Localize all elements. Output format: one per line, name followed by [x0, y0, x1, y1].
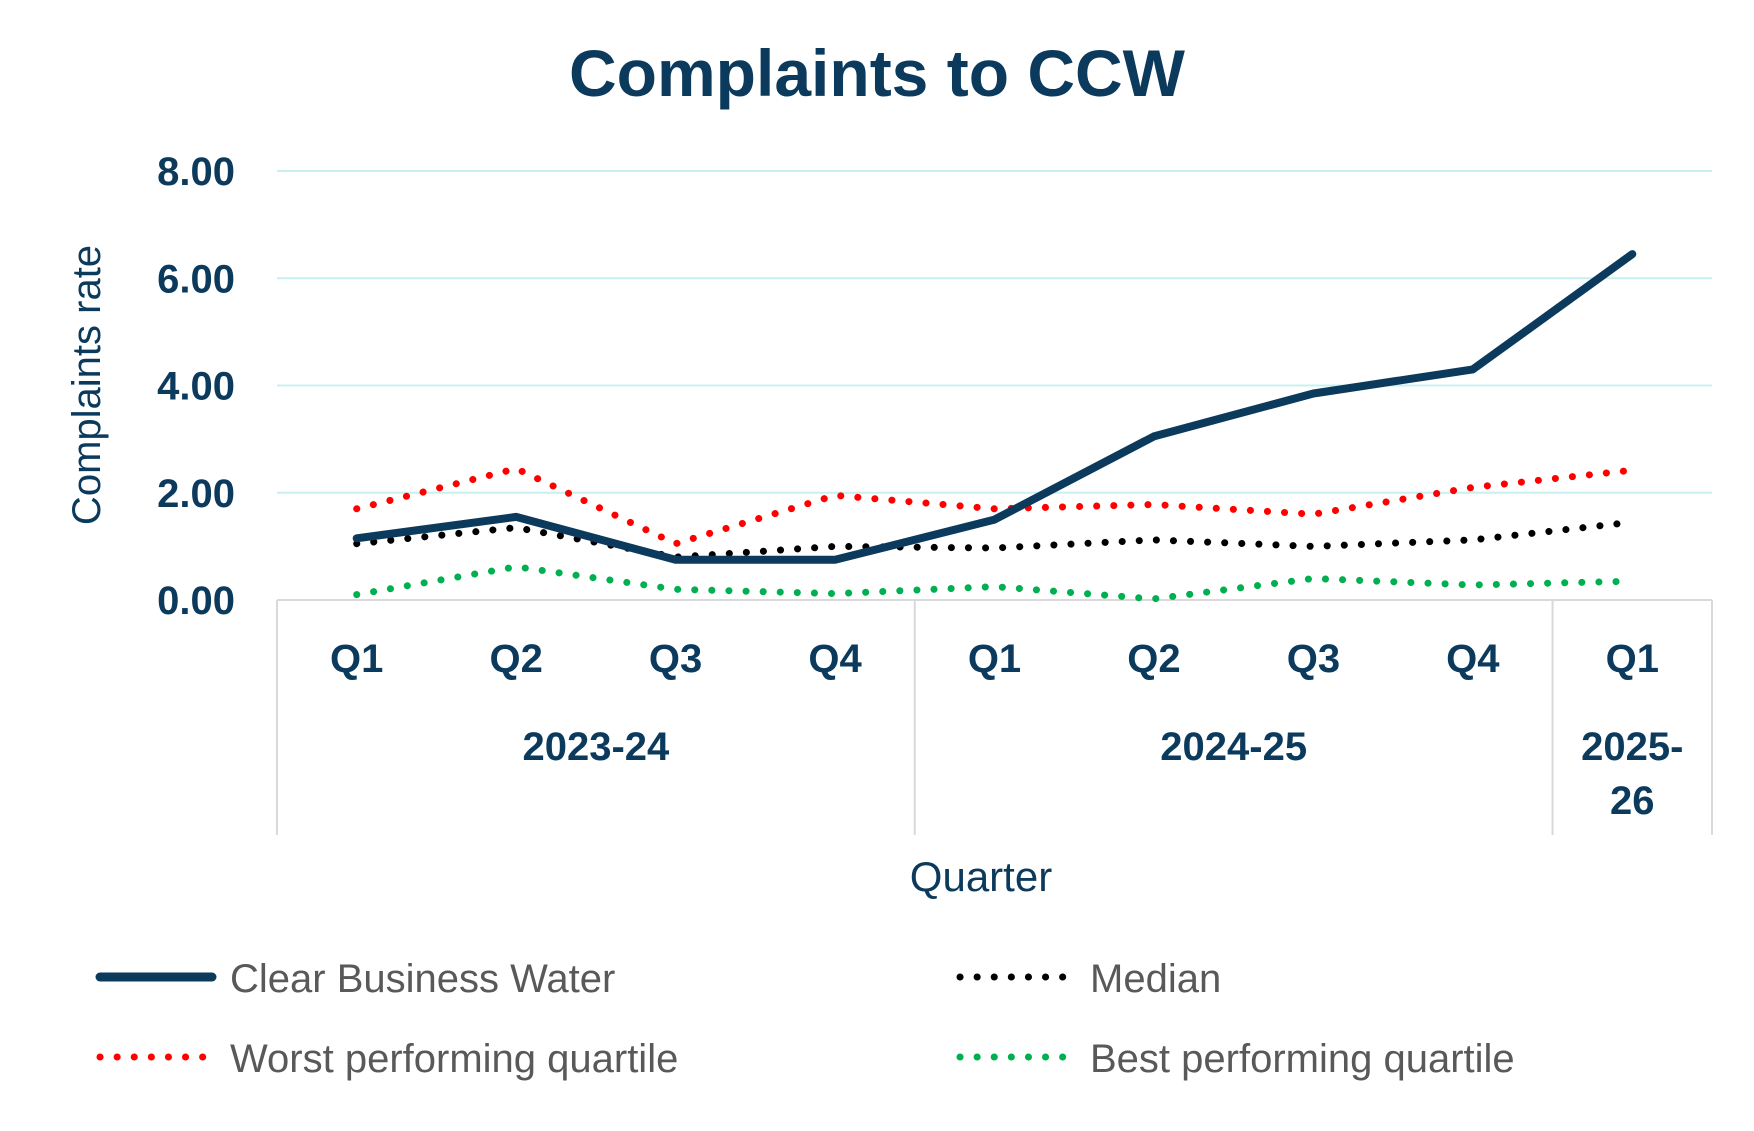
legend-label: Worst performing quartile	[230, 1037, 678, 1081]
x-tick-label: Q1	[330, 637, 383, 681]
x-group-label: 2024-25	[1160, 725, 1307, 769]
x-group-label: 2025-26	[1581, 725, 1683, 823]
series-line-best-performing-quartile	[353, 563, 1636, 603]
x-tick-label: Q4	[808, 637, 862, 681]
series-line-worst-performing-quartile	[353, 465, 1636, 548]
series-lines	[352, 250, 1637, 603]
series-line-clear-business-water	[352, 250, 1637, 564]
y-tick-label: 4.00	[157, 365, 235, 409]
x-tick-label: Q2	[1127, 637, 1180, 681]
y-tick-label: 8.00	[157, 150, 235, 194]
x-tick-label: Q1	[968, 637, 1021, 681]
x-axis: Q1 Q2 Q3 Q4 Q1 Q2 Q3 Q4 Q1 2023-24 2024-25 2025-26	[276, 599, 1713, 835]
legend-label: Clear Business Water	[230, 957, 615, 1001]
x-group-label: 2023-24	[522, 725, 670, 769]
x-axis-title: Quarter	[910, 853, 1052, 900]
chart-title: Complaints to CCW	[569, 36, 1186, 110]
x-tick-label: Q3	[649, 637, 702, 681]
legend-label: Best performing quartile	[1090, 1037, 1515, 1081]
x-tick-label: Q1	[1606, 637, 1659, 681]
y-tick-label: 0.00	[157, 579, 235, 623]
gridlines	[277, 170, 1712, 494]
y-tick-label: 2.00	[157, 472, 235, 516]
y-axis-ticks: 0.00 2.00 4.00 6.00 8.00	[157, 150, 235, 623]
y-tick-label: 6.00	[157, 257, 235, 301]
x-tick-label: Q2	[489, 637, 542, 681]
legend-label: Median	[1090, 957, 1221, 1001]
x-tick-label: Q4	[1446, 637, 1500, 681]
legend: Clear Business Water Median Worst performi…	[95, 957, 1515, 1081]
y-axis-title: Complaints rate	[65, 245, 109, 525]
x-tick-label: Q3	[1287, 637, 1340, 681]
